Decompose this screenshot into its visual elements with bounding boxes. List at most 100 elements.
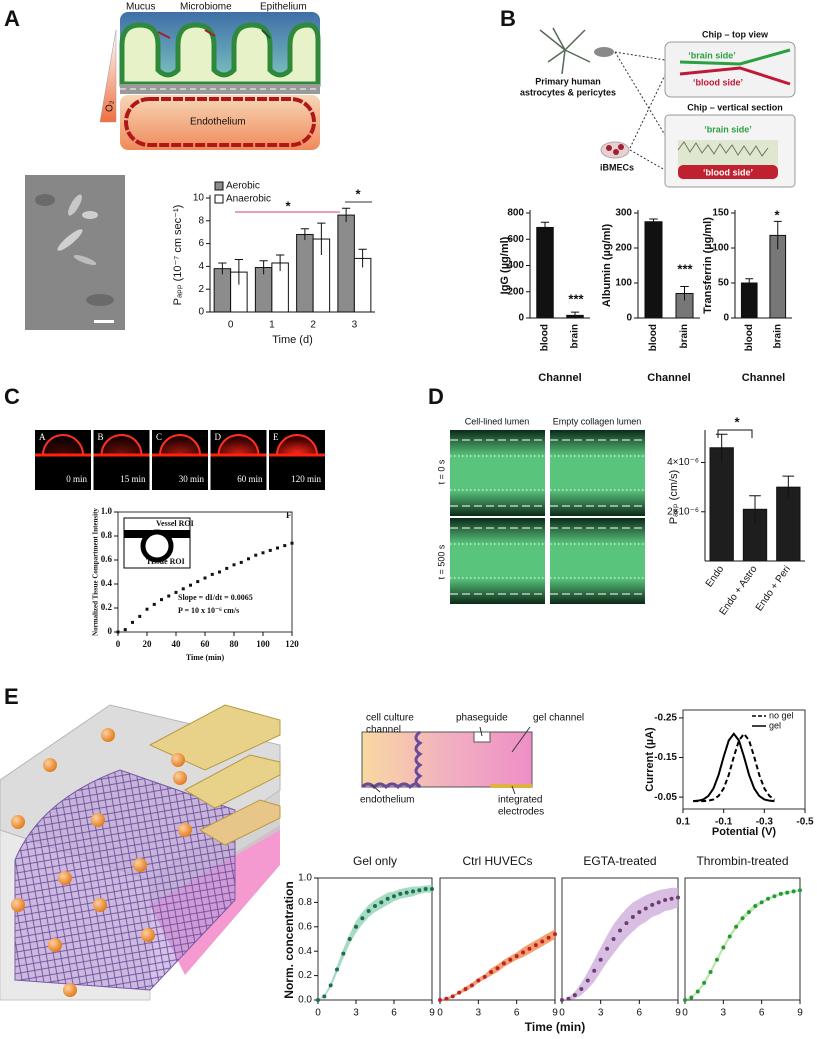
point — [495, 966, 500, 971]
error-bar — [276, 254, 285, 271]
point — [218, 570, 221, 574]
error-bar — [745, 278, 754, 288]
panel-label: A — [4, 6, 20, 31]
point — [572, 993, 577, 998]
frame-time: 120 min — [291, 474, 321, 484]
y-tick-label: 0.0 — [298, 995, 312, 1006]
schematic-label: phaseguide — [456, 713, 508, 724]
point — [514, 954, 519, 959]
image-label: t = 0 s — [436, 459, 446, 484]
frame-label: B — [98, 432, 104, 442]
x-tick-label: 1 — [269, 320, 275, 331]
inset-label: Vessel ROI — [156, 519, 194, 528]
point — [708, 969, 713, 974]
annotation: * — [734, 414, 740, 429]
bar — [536, 226, 554, 319]
point — [463, 987, 468, 992]
point — [766, 896, 771, 901]
point — [702, 980, 707, 985]
y-tick-label: -0.25 — [654, 713, 677, 724]
x-tick-label: 20 — [143, 639, 153, 649]
point — [669, 896, 674, 901]
point — [196, 580, 200, 584]
y-tick-label: 0.2 — [101, 602, 113, 612]
point — [366, 908, 371, 913]
point — [411, 889, 415, 894]
error-bar — [749, 495, 761, 523]
point — [328, 983, 333, 988]
x-tick-label: 0 — [315, 1008, 321, 1019]
point — [663, 897, 668, 902]
point — [203, 576, 207, 580]
gut-chip-illustration — [99, 12, 321, 150]
point — [643, 906, 648, 911]
point — [637, 910, 642, 915]
illustration-label: ‘blood side’ — [693, 77, 743, 87]
illustration-label: Endothelium — [190, 117, 246, 128]
error-bar — [782, 475, 795, 499]
point — [392, 894, 396, 899]
y-tick-label: 200 — [615, 243, 632, 254]
panel-label: B — [500, 6, 516, 31]
error-bar — [540, 221, 550, 233]
bar — [644, 221, 663, 319]
vessel-arc — [276, 434, 318, 456]
frame-time: 60 min — [237, 474, 263, 484]
x-tick-label: -0.5 — [796, 817, 814, 828]
x-axis-label: Time (min) — [186, 653, 225, 662]
schematic-label: cell culture — [366, 713, 414, 724]
vessel-arc — [159, 434, 201, 456]
point — [247, 557, 250, 561]
lumen-image — [550, 518, 645, 604]
x-tick-label: blood — [744, 324, 755, 351]
x-tick-label: brain — [570, 324, 581, 348]
annotation: * — [285, 198, 291, 213]
point — [181, 587, 185, 591]
x-tick-label: 3 — [353, 1008, 359, 1019]
error-bar — [317, 222, 326, 255]
vessel-arc — [42, 434, 84, 456]
y-tick-label: 8 — [198, 215, 204, 226]
y-tick-label: 300 — [615, 208, 632, 219]
x-tick-label: 40 — [172, 639, 182, 649]
x-tick-label: Endo — [704, 564, 727, 590]
point — [746, 910, 751, 915]
point — [239, 560, 243, 564]
x-tick-label: 0.1 — [676, 817, 690, 828]
bar — [740, 282, 758, 319]
x-tick-label: 2 — [310, 320, 316, 331]
x-tick-label: 120 — [285, 639, 299, 649]
y-axis-label: Albumin (µg/ml) — [601, 224, 613, 308]
point — [560, 998, 564, 1002]
annotation: * — [774, 207, 780, 222]
point — [138, 614, 142, 618]
frame-label: A — [39, 432, 46, 442]
point — [116, 630, 120, 634]
plot-frame — [561, 877, 679, 1001]
point — [579, 987, 584, 992]
point — [417, 888, 422, 893]
plot-frame — [684, 877, 801, 1001]
error-bar — [300, 228, 309, 241]
y-tick-label: 0 — [723, 313, 729, 324]
legend-label: gel — [769, 720, 781, 730]
lumen-image — [450, 518, 545, 604]
illustration-label: Primary human — [535, 76, 601, 86]
x-tick-label: 6 — [391, 1008, 397, 1019]
frame-label: E — [273, 432, 279, 442]
image-label: Cell-lined lumen — [465, 416, 530, 426]
point — [373, 904, 377, 909]
chart-title: EGTA-treated — [583, 854, 656, 868]
inset-label: F — [286, 510, 292, 520]
annotation: * — [355, 186, 361, 201]
lumen-image — [450, 430, 545, 516]
point — [189, 583, 192, 587]
illustration-label: Chip – vertical section — [687, 102, 783, 112]
illustration-label: O₂ — [105, 100, 116, 112]
point — [131, 620, 134, 624]
panel-label: E — [4, 684, 19, 709]
x-tick-label: 0 — [437, 1008, 443, 1019]
y-tick-label: 4 — [198, 261, 204, 272]
x-tick-label: 3 — [598, 1008, 604, 1019]
y-tick-label: 4×10⁻⁶ — [667, 457, 699, 468]
